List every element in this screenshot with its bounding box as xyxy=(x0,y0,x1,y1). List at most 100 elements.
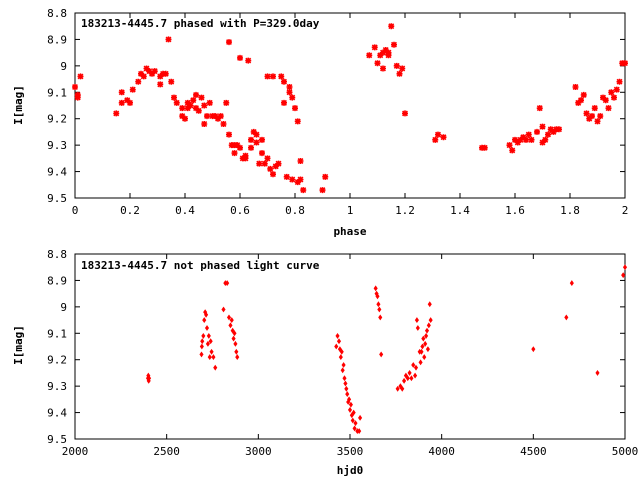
data-point xyxy=(237,54,243,61)
data-point xyxy=(339,348,344,355)
data-point xyxy=(531,346,536,353)
data-point xyxy=(380,65,386,72)
data-point xyxy=(336,338,342,345)
data-point xyxy=(539,123,546,130)
x-tick-label: 4000 xyxy=(428,445,455,458)
data-point xyxy=(374,60,381,67)
data-point xyxy=(147,375,152,382)
data-point xyxy=(611,94,617,101)
data-point xyxy=(622,60,628,67)
data-point xyxy=(157,81,164,88)
data-point xyxy=(245,57,252,64)
data-point xyxy=(187,102,194,109)
y-tick-label: 9.5 xyxy=(47,433,67,446)
data-point xyxy=(264,155,271,162)
data-point xyxy=(556,126,562,133)
y-tick-label: 9.1 xyxy=(47,327,67,340)
data-point xyxy=(427,301,432,308)
data-point xyxy=(270,73,276,80)
data-point xyxy=(608,89,615,96)
data-point xyxy=(223,99,230,106)
data-point xyxy=(199,351,204,358)
data-point xyxy=(545,131,551,138)
data-point xyxy=(391,41,397,48)
x-tick-label: 0.2 xyxy=(120,204,140,217)
data-point xyxy=(77,73,84,80)
data-point xyxy=(600,94,606,101)
data-point xyxy=(534,128,540,135)
data-point xyxy=(286,84,293,90)
data-point xyxy=(425,346,430,353)
x-axis-label: phase xyxy=(333,225,366,238)
y-tick-label: 9.1 xyxy=(47,86,67,99)
data-point xyxy=(242,155,249,162)
data-point xyxy=(605,105,612,112)
data-point xyxy=(146,68,153,75)
data-point xyxy=(283,173,290,180)
data-point xyxy=(335,333,340,339)
data-point xyxy=(209,348,214,355)
data-point xyxy=(547,126,554,133)
data-point xyxy=(201,102,208,109)
data-point xyxy=(348,401,353,408)
data-point xyxy=(426,322,431,329)
data-point xyxy=(594,118,601,125)
data-point xyxy=(583,110,590,117)
data-point xyxy=(248,144,254,151)
y-tick-label: 9.4 xyxy=(47,407,67,420)
data-point xyxy=(74,91,81,98)
data-point xyxy=(264,73,271,80)
y-tick-label: 8.8 xyxy=(47,248,67,261)
y-tick-label: 9.4 xyxy=(47,166,67,179)
data-point xyxy=(281,99,287,106)
data-point xyxy=(220,121,227,127)
data-point xyxy=(173,99,180,106)
data-point xyxy=(347,396,352,403)
data-point xyxy=(202,317,207,323)
y-axis-label: I[mag] xyxy=(12,325,25,365)
data-point xyxy=(248,136,254,143)
data-point xyxy=(226,39,232,46)
data-point xyxy=(509,147,516,154)
data-point xyxy=(118,89,125,96)
data-point xyxy=(300,187,307,194)
data-point xyxy=(341,362,346,368)
x-axis-label: hjd0 xyxy=(337,464,364,477)
data-point xyxy=(542,136,549,143)
data-point xyxy=(409,375,414,382)
data-point xyxy=(347,407,353,413)
y-tick-label: 9.3 xyxy=(47,139,67,152)
data-point xyxy=(373,285,378,292)
data-point xyxy=(514,139,521,146)
data-point xyxy=(193,91,199,98)
axis-ticks: 0 0.2 0.4 0.6 0.8 1 1.2 1.4 1.6 1.8 2 8.8 8.9 9 9.1 9.2… xyxy=(47,7,628,217)
x-tick-label: 4500 xyxy=(520,445,547,458)
data-point xyxy=(388,23,395,30)
data-point xyxy=(171,94,177,101)
data-point xyxy=(357,428,362,434)
data-point xyxy=(338,354,343,360)
data-point xyxy=(366,52,373,59)
data-point xyxy=(256,160,263,167)
data-point xyxy=(281,78,287,85)
data-point xyxy=(270,171,276,178)
data-point xyxy=(402,377,407,384)
data-point xyxy=(378,314,383,321)
x-tick-label: 1 xyxy=(347,204,354,217)
x-tick-label: 2 xyxy=(622,204,629,217)
data-point xyxy=(481,144,488,151)
data-point xyxy=(399,65,406,72)
data-point xyxy=(289,94,296,101)
data-point xyxy=(575,99,582,106)
data-point xyxy=(377,52,384,59)
x-tick-label: 0.6 xyxy=(230,204,250,217)
data-point xyxy=(345,391,350,397)
data-point xyxy=(440,134,447,141)
data-point xyxy=(385,52,392,59)
data-point xyxy=(234,348,239,355)
x-tick-label: 5000 xyxy=(612,445,639,458)
data-point xyxy=(135,78,142,85)
data-point xyxy=(190,97,197,104)
data-point xyxy=(201,121,208,127)
